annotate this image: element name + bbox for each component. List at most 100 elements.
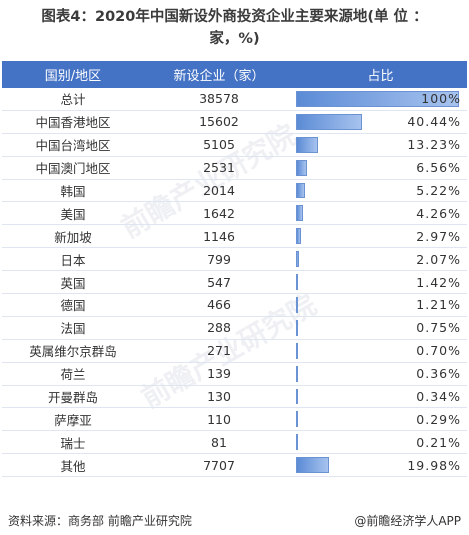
share-bar (296, 159, 307, 176)
cell-share: 6.56% (294, 157, 467, 179)
cell-share: 1.21% (294, 294, 467, 316)
share-label: 0.75% (416, 320, 461, 336)
table-row: 英国 547 1.42% (2, 271, 467, 295)
share-bar (296, 388, 298, 405)
table-row: 中国台湾地区 5105 13.23% (2, 134, 467, 157)
share-bar (296, 297, 298, 313)
cell-region: 荷兰 (60, 367, 86, 383)
table-row: 瑞士 81 0.21% (2, 431, 467, 455)
table-row: 德国 466 1.21% (2, 294, 467, 317)
share-bar (296, 113, 362, 130)
cell-count: 2531 (203, 160, 235, 176)
share-bar (296, 205, 303, 222)
brand-label: @前瞻经济学人APP (354, 514, 461, 528)
cell-share: 0.70% (294, 340, 467, 362)
cell-share: 0.29% (294, 408, 467, 430)
cell-region: 英属维尔京群岛 (29, 344, 117, 360)
share-bar (296, 251, 300, 268)
share-bar (296, 434, 298, 451)
cell-share: 40.44% (294, 111, 467, 133)
cell-region: 法国 (60, 321, 86, 337)
table-header: 国别/地区 新设企业（家） 占比 (2, 61, 467, 88)
cell-count: 1146 (203, 228, 235, 244)
share-label: 0.70% (416, 343, 461, 359)
table-row: 新加坡 1146 2.97% (2, 225, 467, 249)
share-label: 2.07% (416, 251, 461, 267)
source-note: 资料来源：商务部 前瞻产业研究院 (8, 514, 192, 528)
table-row: 韩国 2014 5.22% (2, 180, 467, 203)
share-bar (296, 182, 305, 199)
table-row: 开曼群岛 130 0.34% (2, 386, 467, 409)
cell-count: 15602 (199, 114, 239, 130)
share-label: 4.26% (416, 205, 461, 221)
cell-share: 0.36% (294, 363, 467, 385)
cell-share: 4.26% (294, 202, 467, 224)
chart-title: 图表4：2020年中国新设外商投资企业主要来源地(单 位 ： 家，%) (0, 6, 469, 50)
chart-title-line1: 图表4：2020年中国新设外商投资企业主要来源地(单 位 ： (41, 9, 428, 25)
cell-region: 其他 (60, 458, 86, 474)
cell-share: 0.75% (294, 317, 467, 339)
cell-count: 271 (207, 343, 231, 359)
share-label: 0.34% (416, 389, 461, 405)
share-bar (296, 457, 329, 474)
share-bar (296, 365, 298, 382)
share-bar (296, 274, 299, 291)
table-row: 萨摩亚 110 0.29% (2, 408, 467, 432)
table-body: 总计 38578 100% 中国香港地区 15602 40.44% 中国台湾地区 5105 13… (2, 88, 467, 478)
column-header-share: 占比 (367, 69, 394, 84)
cell-count: 7707 (203, 457, 235, 473)
cell-share: 13.23% (294, 134, 467, 156)
cell-count: 799 (207, 251, 231, 267)
cell-region: 中国香港地区 (35, 115, 111, 131)
table-row: 其他 7707 19.98% (2, 454, 467, 478)
column-header-count: 新设企业（家） (173, 69, 265, 84)
table-row: 总计 38578 100% (2, 88, 467, 111)
cell-count: 547 (207, 274, 231, 290)
share-label: 0.36% (416, 366, 461, 382)
share-label: 2.97% (416, 228, 461, 244)
cell-count: 81 (211, 434, 227, 450)
column-header-region: 国别/地区 (44, 69, 102, 84)
cell-share: 2.97% (294, 225, 467, 247)
table-row: 法国 288 0.75% (2, 317, 467, 340)
share-label: 0.21% (416, 434, 461, 450)
cell-share: 0.34% (294, 386, 467, 408)
share-bar (296, 228, 301, 245)
cell-region: 开曼群岛 (47, 390, 98, 406)
cell-count: 2014 (203, 183, 235, 198)
cell-count: 5105 (203, 137, 235, 153)
share-label: 40.44% (407, 114, 461, 130)
cell-share: 2.07% (294, 248, 467, 270)
share-bar (296, 342, 298, 359)
cell-count: 130 (207, 389, 231, 405)
cell-region: 中国台湾地区 (35, 138, 111, 154)
table-row: 中国香港地区 15602 40.44% (2, 111, 467, 134)
share-bar (296, 91, 459, 107)
cell-region: 总计 (60, 92, 86, 108)
cell-region: 萨摩亚 (54, 412, 92, 428)
cell-count: 1642 (203, 205, 235, 221)
share-label: 1.21% (416, 297, 461, 313)
footer: 资料来源：商务部 前瞻产业研究院 @前瞻经济学人APP (0, 506, 469, 535)
share-label: 1.42% (416, 274, 461, 290)
cell-count: 139 (207, 366, 231, 382)
table-row: 美国 1642 4.26% (2, 202, 467, 226)
share-label: 0.29% (416, 411, 461, 427)
cell-count: 110 (207, 411, 231, 427)
chart-title-line2: 家，%) (209, 31, 260, 47)
cell-region: 美国 (60, 206, 86, 222)
cell-count: 288 (207, 320, 231, 336)
cell-region: 日本 (60, 252, 86, 268)
cell-region: 英国 (60, 275, 86, 291)
cell-share: 5.22% (294, 180, 467, 202)
share-label: 5.22% (416, 183, 461, 198)
cell-count: 466 (207, 297, 231, 313)
cell-region: 新加坡 (54, 229, 92, 245)
cell-region: 中国澳门地区 (35, 161, 111, 177)
share-bar (296, 136, 318, 153)
table-row: 英属维尔京群岛 271 0.70% (2, 340, 467, 363)
table-row: 中国澳门地区 2531 6.56% (2, 157, 467, 180)
table-row: 荷兰 139 0.36% (2, 363, 467, 386)
cell-share: 19.98% (294, 454, 467, 476)
cell-share: 100% (294, 88, 467, 110)
